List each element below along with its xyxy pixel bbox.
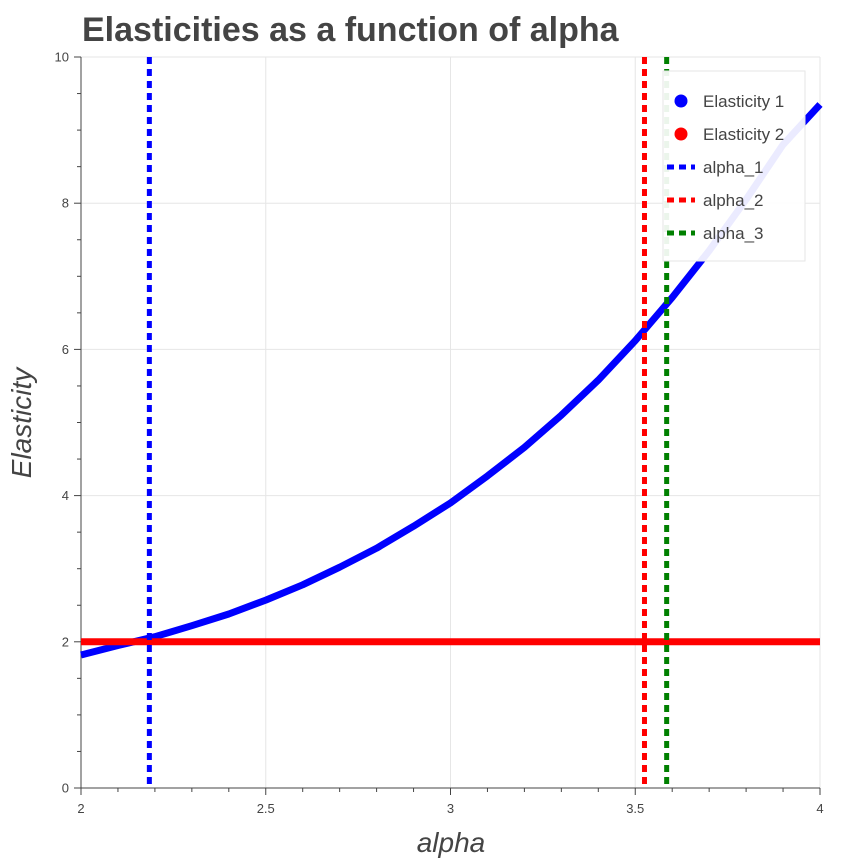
x-axis-label: alpha: [417, 827, 486, 858]
y-tick-label: 6: [62, 342, 69, 357]
legend-label-alpha-1: alpha_1: [703, 158, 764, 177]
x-tick-label: 3: [447, 801, 454, 816]
legend-marker-elasticity-1: [674, 94, 688, 108]
series-layer: [80, 102, 823, 659]
x-tick-label: 2.5: [257, 801, 275, 816]
chart-title: Elasticities as a function of alpha: [82, 11, 620, 49]
legend-label-elasticity-2: Elasticity 2: [703, 125, 784, 144]
legend-marker-elasticity-2: [674, 127, 688, 141]
y-tick-label: 10: [55, 50, 69, 65]
y-axis-label: Elasticity: [6, 366, 37, 478]
y-tick-label: 8: [62, 196, 69, 211]
y-tick-label: 2: [62, 634, 69, 649]
legend-label-alpha-2: alpha_2: [703, 191, 764, 210]
y-tick-label: 4: [62, 488, 69, 503]
x-tick-label: 4: [816, 801, 823, 816]
legend[interactable]: Elasticity 1 Elasticity 2 alpha_1 alpha_2al…: [662, 70, 806, 262]
vertical-lines: [146, 57, 670, 788]
x-tick-label: 2: [77, 801, 84, 816]
legend-label-elasticity-1: Elasticity 1: [703, 92, 784, 111]
y-tick-label: 0: [62, 781, 69, 796]
elasticity-1-line: [80, 102, 823, 659]
legend-label-alpha-3: alpha_3: [703, 224, 764, 243]
x-tick-label: 3.5: [626, 801, 644, 816]
